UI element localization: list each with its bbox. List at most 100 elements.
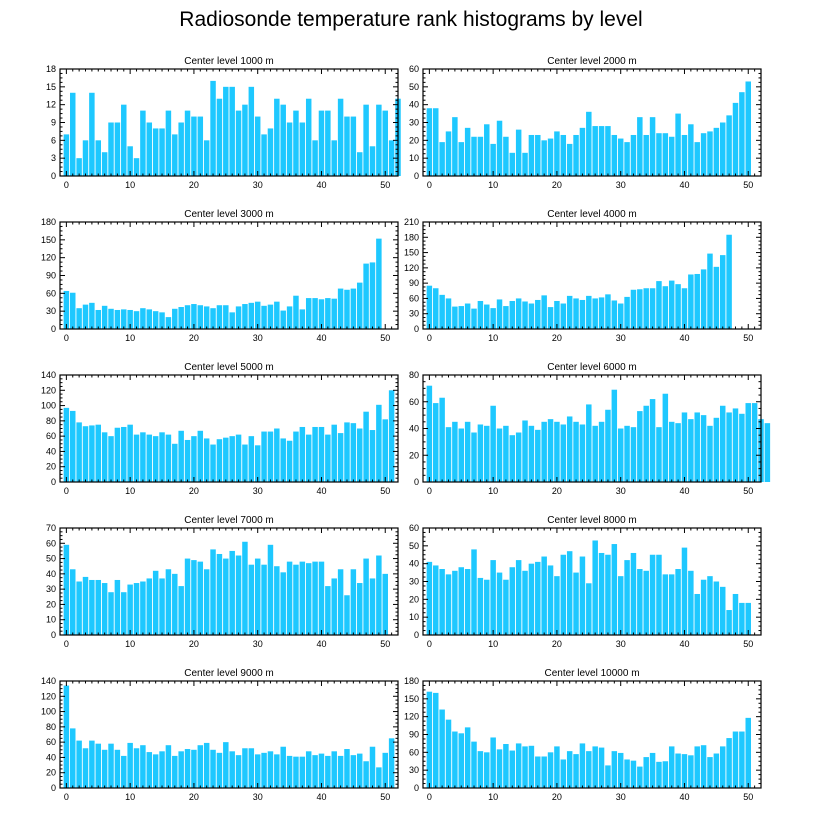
- histogram-bar: [611, 134, 618, 176]
- histogram-bar: [63, 134, 70, 176]
- histogram-bar: [305, 563, 312, 635]
- histogram-bar: [172, 443, 178, 482]
- histogram-bar: [426, 691, 433, 788]
- x-tick-label: 30: [253, 792, 263, 802]
- histogram-bar: [624, 560, 630, 635]
- histogram-bar: [101, 152, 108, 176]
- x-tick-label: 10: [125, 639, 135, 649]
- histogram-bar: [649, 288, 656, 329]
- y-tick-label: 30: [409, 765, 419, 775]
- x-tick-label: 40: [679, 333, 689, 343]
- histogram-bar: [528, 425, 535, 482]
- y-tick-label: 100: [41, 401, 56, 411]
- histogram-bar: [662, 574, 669, 635]
- histogram-bar: [458, 306, 464, 329]
- histogram-bar: [223, 86, 229, 176]
- y-tick-label: 120: [41, 385, 56, 395]
- histogram-bar: [745, 717, 751, 788]
- y-tick-label: 90: [409, 278, 419, 288]
- histogram-bar: [274, 754, 280, 788]
- histogram-bar: [248, 436, 255, 482]
- histogram-bar: [210, 308, 216, 329]
- histogram-bar: [484, 304, 490, 329]
- histogram-bar: [127, 742, 133, 788]
- histogram-bar: [433, 108, 439, 176]
- y-tick-label: 60: [46, 288, 56, 298]
- histogram-bar: [76, 158, 82, 176]
- panel-title: Center level 7000 m: [184, 515, 274, 526]
- histogram-bar: [191, 749, 197, 788]
- y-tick-label: 20: [46, 462, 56, 472]
- panel-title: Center level 2000 m: [547, 56, 637, 67]
- x-tick-label: 50: [743, 180, 753, 190]
- histogram-bar: [305, 98, 312, 176]
- histogram-bar: [617, 752, 624, 788]
- histogram-bar: [592, 425, 598, 482]
- histogram-bar: [541, 295, 547, 329]
- histogram-bar: [732, 102, 739, 176]
- histogram-bar: [739, 731, 745, 788]
- x-tick-label: 0: [427, 180, 432, 190]
- x-tick-label: 30: [616, 180, 626, 190]
- histogram-bar: [376, 238, 382, 329]
- histogram-bar: [197, 561, 204, 635]
- histogram-bar: [82, 140, 89, 176]
- histogram-bar: [108, 743, 114, 788]
- histogram-bar: [280, 104, 286, 176]
- histogram-bar: [254, 558, 261, 635]
- histogram-bar: [159, 751, 165, 788]
- histogram-bar: [656, 761, 662, 788]
- histogram-bar: [535, 561, 541, 635]
- x-tick-label: 30: [253, 639, 263, 649]
- histogram-bar: [700, 415, 707, 483]
- histogram-bar: [598, 552, 605, 635]
- histogram-bar: [713, 417, 720, 482]
- histogram-bar: [223, 437, 229, 482]
- x-tick-label: 20: [552, 486, 562, 496]
- histogram-panel: Center level 6000 m 0 10 20 30 40 50 0 20 40 60 80: [409, 362, 771, 496]
- histogram-bar: [350, 423, 357, 482]
- histogram-bar: [216, 98, 223, 176]
- histogram-bar: [503, 306, 509, 329]
- histogram-bar: [178, 751, 184, 788]
- histogram-bar: [637, 117, 643, 176]
- histogram-bar: [719, 405, 726, 482]
- histogram-bar: [688, 755, 694, 788]
- y-tick-label: 60: [409, 397, 419, 407]
- histogram-bar: [605, 554, 611, 635]
- histogram-bar: [388, 140, 395, 176]
- histogram-bar: [637, 411, 643, 482]
- histogram-bar: [700, 133, 707, 176]
- histogram-bar: [630, 427, 637, 482]
- histogram-bar: [140, 745, 146, 788]
- histogram-bar: [331, 424, 337, 482]
- y-tick-label: 40: [46, 569, 56, 579]
- histogram-bar: [490, 405, 496, 482]
- panel-title: Center level 8000 m: [547, 515, 637, 526]
- histogram-bar: [203, 140, 210, 176]
- histogram-bar: [433, 288, 439, 329]
- y-tick-label: 50: [46, 554, 56, 564]
- histogram-bar: [191, 116, 197, 176]
- x-tick-label: 40: [316, 486, 326, 496]
- histogram-bar: [70, 292, 76, 329]
- x-tick-label: 0: [64, 639, 69, 649]
- histogram-bar: [127, 309, 133, 329]
- histogram-bar: [178, 307, 184, 329]
- x-tick-label: 20: [552, 180, 562, 190]
- histogram-bar: [675, 423, 681, 482]
- histogram-bar: [165, 110, 172, 176]
- histogram-bar: [579, 299, 586, 329]
- histogram-bar: [719, 586, 726, 635]
- histogram-bar: [325, 755, 331, 788]
- histogram-bar: [586, 404, 592, 482]
- histogram-bar: [637, 766, 643, 788]
- histogram-bar: [159, 578, 165, 635]
- histogram-bar: [344, 422, 350, 482]
- histogram-bar: [566, 751, 573, 788]
- y-tick-label: 20: [409, 594, 419, 604]
- panel-title: Center level 4000 m: [547, 209, 637, 220]
- histogram-bar: [152, 128, 159, 176]
- histogram-bar: [535, 429, 541, 482]
- histogram-bar: [331, 140, 337, 176]
